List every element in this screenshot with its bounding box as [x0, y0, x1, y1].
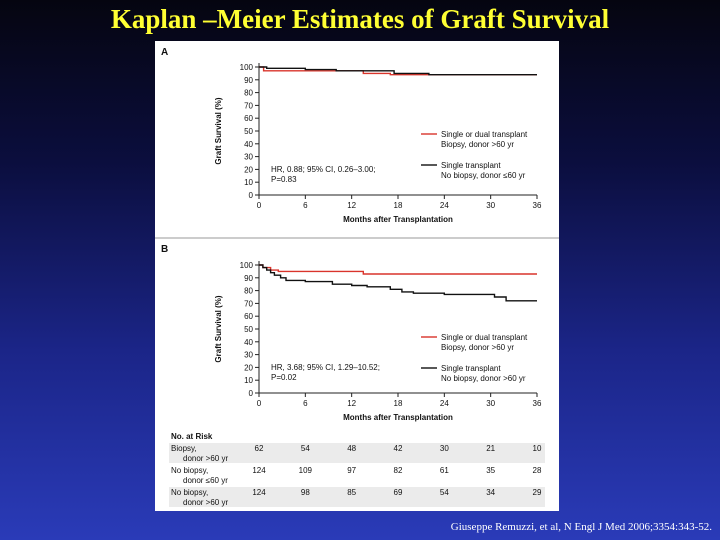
at-risk-value: 62	[255, 444, 264, 453]
at-risk-value: 61	[440, 466, 449, 475]
at-risk-row-label: No biopsy,	[171, 488, 208, 497]
y-tick-label: 90	[244, 274, 253, 283]
legend-label: Biopsy, donor >60 yr	[441, 140, 514, 149]
x-tick-label: 24	[440, 201, 449, 210]
at-risk-value: 54	[301, 444, 310, 453]
y-tick-label: 100	[240, 261, 254, 270]
x-tick-label: 36	[533, 399, 542, 408]
y-tick-label: 0	[249, 389, 254, 398]
at-risk-value: 69	[394, 488, 403, 497]
at-risk-row-bg	[169, 443, 545, 463]
y-tick-label: 40	[244, 338, 253, 347]
panel-b: B 0 10 20 30 40 50 60 70 80 90 100 0 6 12 18 24 30 36 Month…	[161, 244, 542, 422]
survival-line-black	[259, 66, 537, 76]
survival-line-black	[259, 264, 537, 302]
at-risk-value: 82	[394, 466, 403, 475]
legend-label: Single transplant	[441, 161, 501, 170]
hr-annotation: HR, 0.88; 95% CI, 0.26–3.00;	[271, 165, 376, 174]
x-tick-label: 18	[394, 399, 403, 408]
at-risk-row-label: donor ≤60 yr	[183, 476, 228, 485]
legend-label: No biopsy, donor >60 yr	[441, 374, 526, 383]
y-tick-label: 10	[244, 376, 253, 385]
at-risk-value: 42	[394, 444, 403, 453]
x-tick-label: 6	[303, 399, 308, 408]
panel-a: A 0 10 20 30 40 50 60 70 80 90 100 0 6 12 18 24 30 36 Month…	[161, 47, 542, 224]
citation: Giuseppe Remuzzi, et al, N Engl J Med 20…	[450, 521, 712, 533]
at-risk-value: 85	[347, 488, 356, 497]
at-risk-value: 109	[299, 466, 313, 475]
legend-label: Single or dual transplant	[441, 130, 528, 139]
y-axis-title: Graft Survival (%)	[214, 97, 223, 164]
x-tick-label: 36	[533, 201, 542, 210]
x-tick-label: 30	[486, 201, 495, 210]
at-risk-value: 28	[533, 466, 542, 475]
legend-label: Single or dual transplant	[441, 333, 528, 342]
at-risk-value: 48	[347, 444, 356, 453]
legend-label: Single transplant	[441, 364, 501, 373]
y-tick-label: 50	[244, 127, 253, 136]
at-risk-row-label: donor >60 yr	[183, 454, 228, 463]
hr-annotation: P=0.83	[271, 175, 297, 184]
at-risk-value: 97	[347, 466, 356, 475]
at-risk-value: 98	[301, 488, 310, 497]
at-risk-row-bg	[169, 465, 545, 485]
survival-line-red	[259, 264, 537, 275]
at-risk-value: 10	[533, 444, 542, 453]
legend-label: No biopsy, donor ≤60 yr	[441, 171, 526, 180]
x-tick-label: 24	[440, 399, 449, 408]
x-axis-title: Months after Transplantation	[343, 215, 453, 224]
panel-letter: B	[161, 244, 168, 255]
x-tick-label: 0	[257, 399, 262, 408]
slide-title: Kaplan –Meier Estimates of Graft Surviva…	[110, 4, 610, 34]
x-tick-label: 0	[257, 201, 262, 210]
y-tick-label: 10	[244, 178, 253, 187]
y-tick-label: 30	[244, 351, 253, 360]
x-axis-title: Months after Transplantation	[343, 413, 453, 422]
x-tick-label: 12	[347, 399, 356, 408]
at-risk-value: 30	[440, 444, 449, 453]
at-risk-value: 35	[486, 466, 495, 475]
hr-annotation: P=0.02	[271, 373, 297, 382]
at-risk-value: 124	[252, 488, 266, 497]
y-tick-label: 70	[244, 299, 253, 308]
y-tick-label: 100	[240, 63, 254, 72]
x-tick-label: 6	[303, 201, 308, 210]
figure-panel: A 0 10 20 30 40 50 60 70 80 90 100 0 6 12 18 24 30 36 Month…	[155, 41, 559, 511]
y-tick-label: 20	[244, 165, 253, 174]
y-tick-label: 90	[244, 76, 253, 85]
y-tick-label: 80	[244, 287, 253, 296]
legend-label: Biopsy, donor >60 yr	[441, 343, 514, 352]
y-tick-label: 30	[244, 153, 253, 162]
x-tick-label: 18	[394, 201, 403, 210]
y-axis-title: Graft Survival (%)	[214, 295, 223, 362]
at-risk-row-bg	[169, 487, 545, 507]
y-tick-label: 80	[244, 89, 253, 98]
y-tick-label: 20	[244, 363, 253, 372]
y-tick-label: 60	[244, 114, 253, 123]
y-tick-label: 60	[244, 312, 253, 321]
at-risk-value: 21	[486, 444, 495, 453]
at-risk-row-label: Biopsy,	[171, 444, 197, 453]
panel-letter: A	[161, 47, 168, 58]
at-risk-value: 54	[440, 488, 449, 497]
y-tick-label: 70	[244, 101, 253, 110]
x-tick-label: 30	[486, 399, 495, 408]
at-risk-row-label: No biopsy,	[171, 466, 208, 475]
at-risk-value: 34	[486, 488, 495, 497]
y-tick-label: 40	[244, 140, 253, 149]
x-tick-label: 12	[347, 201, 356, 210]
hr-annotation: HR, 3.68; 95% CI, 1.29–10.52;	[271, 363, 380, 372]
at-risk-header: No. at Risk	[171, 432, 213, 441]
at-risk-value: 124	[252, 466, 266, 475]
y-tick-label: 50	[244, 325, 253, 334]
y-tick-label: 0	[249, 191, 254, 200]
at-risk-row-label: donor >60 yr	[183, 498, 228, 507]
at-risk-value: 29	[533, 488, 542, 497]
